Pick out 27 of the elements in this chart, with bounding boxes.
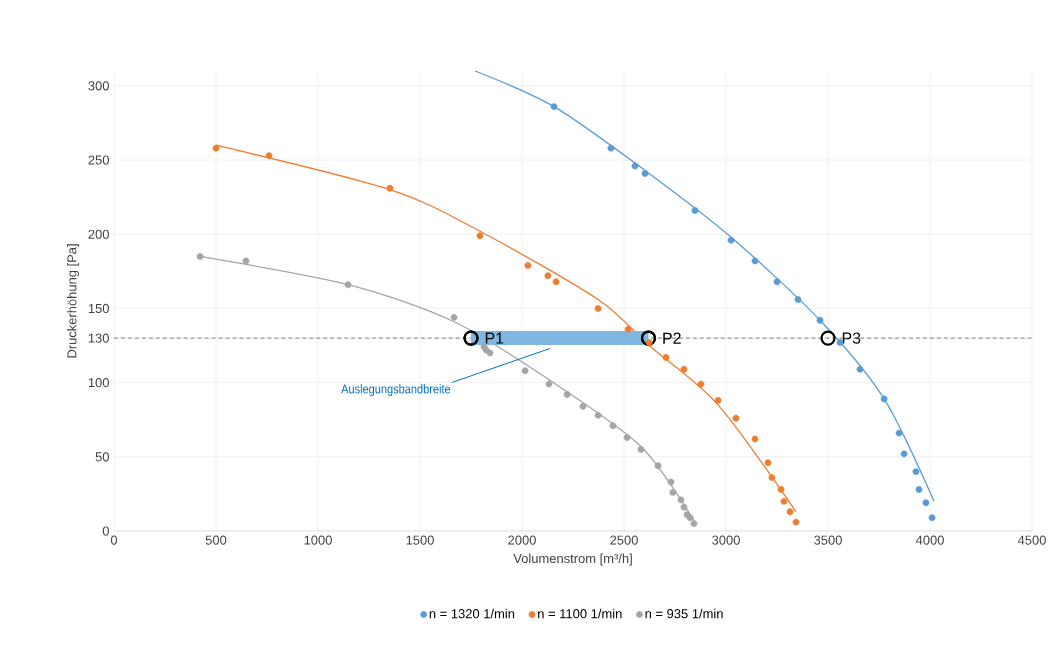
- x-tick-label: 1000: [304, 535, 332, 545]
- annotation: Auslegungsbandbreite: [341, 383, 451, 397]
- x-tick-label: 3500: [814, 535, 842, 545]
- x-tick-label: 3000: [712, 535, 740, 545]
- x-tick-label: 4000: [915, 535, 944, 545]
- legend-label: n = 1320 1/min: [429, 608, 515, 619]
- annotation: P2: [663, 332, 681, 344]
- legend-label: n = 935 1/min: [645, 608, 723, 619]
- x-tick-label: 2000: [508, 535, 536, 545]
- y-tick-label: 200: [88, 229, 109, 239]
- x-tick-label: 4500: [1017, 535, 1046, 545]
- annotation: P3: [842, 332, 861, 344]
- y-tick-label: 50: [95, 452, 109, 462]
- x-tick-label: 0: [110, 535, 118, 545]
- legend-label: n = 1100 1/min: [538, 608, 622, 619]
- annotation: P1: [485, 332, 504, 344]
- x-tick-label: 2500: [610, 535, 638, 545]
- x-tick-label: 1500: [406, 535, 434, 545]
- x-axis-title: Volumenstrom [m³/h]: [513, 553, 632, 566]
- y-tick-label: 150: [88, 303, 109, 313]
- x-tick-label: 500: [205, 535, 227, 545]
- y-tick-label: 130: [88, 333, 109, 343]
- y-tick-label: 300: [88, 81, 109, 91]
- y-tick-label: 100: [88, 378, 109, 388]
- y-axis-title: Druckerhöhung [Pa]: [66, 244, 80, 358]
- y-tick-label: 0: [102, 526, 109, 536]
- y-tick-label: 250: [88, 155, 109, 165]
